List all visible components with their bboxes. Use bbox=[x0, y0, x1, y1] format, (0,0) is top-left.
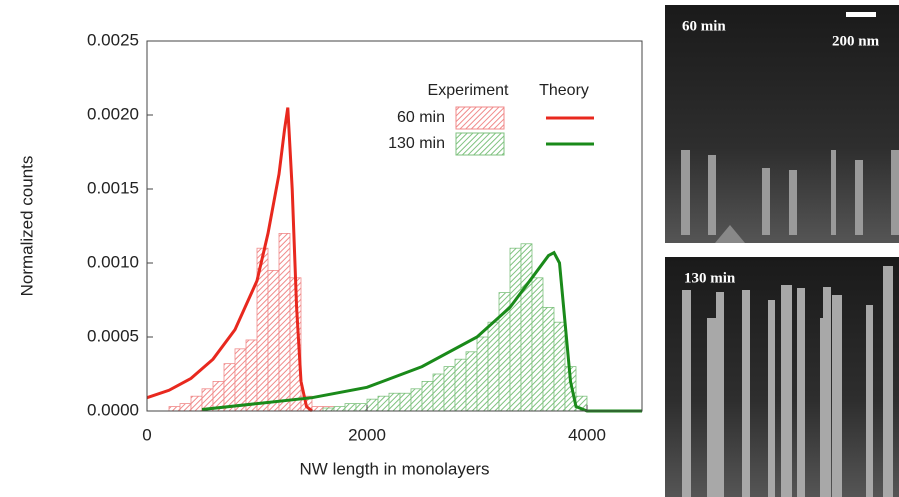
histogram-bar bbox=[531, 277, 544, 412]
image-label: 130 min bbox=[684, 270, 736, 286]
sem-bottom: 130 min bbox=[665, 257, 899, 497]
y-tick-label: 0.0000 bbox=[87, 400, 139, 419]
y-tick-label: 0.0005 bbox=[87, 326, 139, 345]
legend-header: Theory bbox=[539, 82, 589, 99]
histogram-bar bbox=[267, 269, 280, 412]
legend-label: 130 min bbox=[388, 135, 445, 152]
y-tick-label: 0.0010 bbox=[87, 252, 139, 271]
plot-frame bbox=[146, 40, 643, 412]
x-axis-label: NW length in monolayers bbox=[300, 459, 490, 478]
histogram-bar bbox=[399, 392, 412, 412]
histogram-bar bbox=[553, 321, 566, 412]
histogram-bar bbox=[366, 398, 379, 412]
histogram-bar bbox=[245, 339, 258, 412]
legend-swatch bbox=[455, 106, 505, 130]
histogram-bar bbox=[190, 395, 203, 412]
histogram-bar bbox=[355, 403, 368, 412]
nanowires bbox=[682, 266, 893, 497]
y-tick-label: 0.0015 bbox=[87, 178, 139, 197]
histogram-bar bbox=[432, 373, 445, 412]
histogram-bar bbox=[333, 406, 346, 412]
histogram-bar bbox=[388, 392, 401, 412]
histogram-bar bbox=[421, 380, 434, 412]
legend-swatch bbox=[455, 132, 505, 156]
histogram-bar bbox=[377, 395, 390, 412]
histogram-bar bbox=[344, 403, 357, 412]
x-tick-label: 2000 bbox=[348, 425, 386, 444]
histogram-bar bbox=[278, 232, 291, 412]
nanowires bbox=[681, 150, 899, 235]
histogram-bar bbox=[311, 406, 324, 412]
histogram-bar bbox=[476, 336, 489, 412]
histogram-bar bbox=[234, 348, 247, 412]
legend-label: 60 min bbox=[397, 109, 445, 126]
histogram-bar bbox=[168, 406, 181, 412]
histogram-bar bbox=[487, 321, 500, 412]
histogram-bar bbox=[443, 366, 456, 412]
sem-top: 60 min 200 nm bbox=[665, 5, 899, 243]
histogram-bar bbox=[520, 243, 533, 412]
y-axis-label: Normalized counts bbox=[17, 156, 36, 297]
scale-bar-label: 200 nm bbox=[832, 33, 880, 49]
x-tick-label: 0 bbox=[142, 425, 151, 444]
histogram-bar bbox=[454, 358, 467, 412]
histogram-bar bbox=[223, 363, 236, 412]
y-tick-label: 0.0020 bbox=[87, 104, 139, 123]
theory-curve bbox=[146, 107, 313, 413]
histogram-bar bbox=[542, 306, 555, 412]
y-tick-label: 0.0025 bbox=[87, 30, 139, 49]
theory-curve bbox=[201, 250, 642, 413]
histogram-bar bbox=[410, 388, 423, 412]
histogram-bar bbox=[509, 247, 522, 412]
histogram-bar bbox=[179, 403, 192, 412]
x-tick-label: 4000 bbox=[568, 425, 606, 444]
image-label: 60 min bbox=[682, 18, 726, 34]
histogram-bar bbox=[465, 351, 478, 412]
legend-header: Experiment bbox=[428, 82, 509, 99]
